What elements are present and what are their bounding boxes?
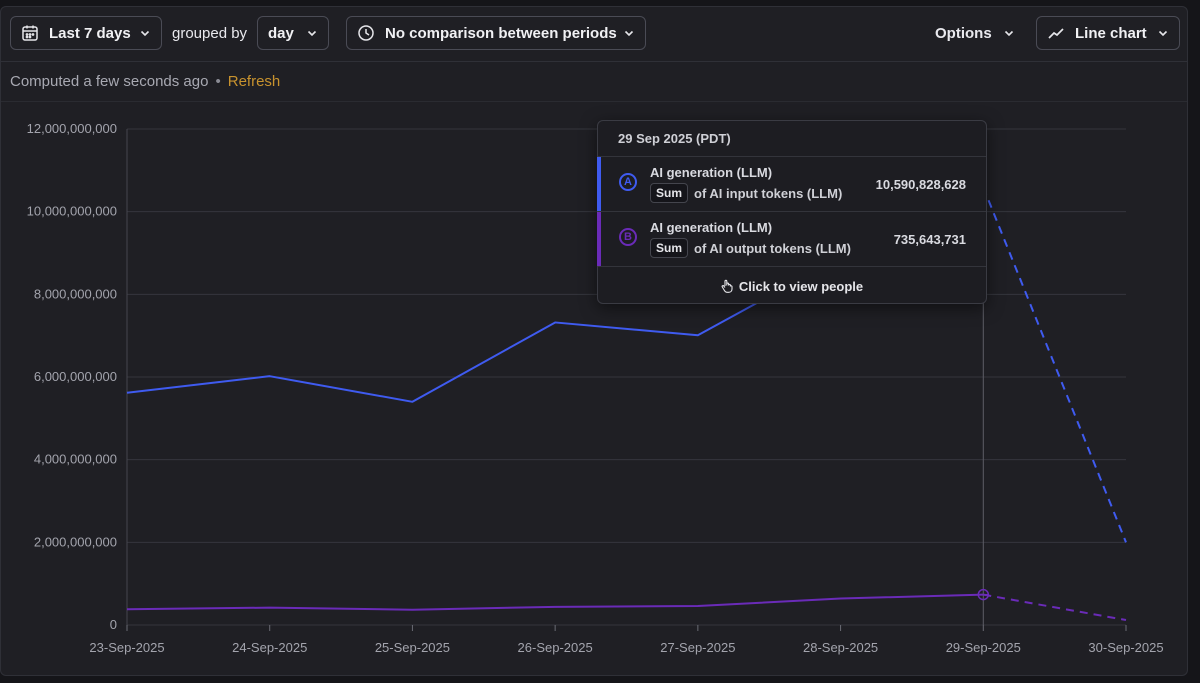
options-button[interactable]: Options — [935, 16, 1015, 50]
y-tick-label: 0 — [110, 617, 117, 632]
refresh-link[interactable]: Refresh — [227, 73, 281, 90]
series-b-agg: Sum — [650, 238, 689, 258]
chart-type-button[interactable]: Line chart — [1036, 16, 1180, 50]
chevron-down-icon — [306, 27, 318, 39]
computed-status: Computed a few seconds ago — [10, 73, 209, 90]
chart-type-label: Line chart — [1075, 24, 1147, 42]
series-b-event: AI generation (LLM) — [650, 220, 773, 235]
series-a-color-bar — [597, 157, 601, 211]
grouped-by-label: grouped by — [172, 24, 248, 42]
series-incomplete-line-a — [982, 186, 1127, 543]
clock-icon — [357, 24, 375, 42]
y-tick-label: 4,000,000,000 — [34, 452, 117, 467]
x-tick-label: 24-Sep-2025 — [232, 640, 307, 655]
y-tick-label: 2,000,000,000 — [34, 534, 117, 549]
toolbar: Last 7 days grouped by day No comparison… — [1, 7, 1187, 62]
x-tick-label: 29-Sep-2025 — [946, 640, 1021, 655]
x-tick-label: 30-Sep-2025 — [1088, 640, 1163, 655]
chevron-down-icon — [139, 27, 151, 39]
insight-panel: Last 7 days grouped by day No comparison… — [0, 6, 1188, 676]
series-incomplete-line-b — [983, 593, 1127, 622]
x-tick-label: 23-Sep-2025 — [89, 640, 164, 655]
x-tick-label: 25-Sep-2025 — [375, 640, 450, 655]
series-b-value: 735,643,731 — [893, 232, 966, 247]
line-chart-icon — [1047, 24, 1065, 42]
series-line-b — [126, 593, 984, 611]
series-a-agg: Sum — [650, 183, 689, 203]
series-a-badge: A — [619, 173, 637, 191]
series-b-badge: B — [619, 228, 637, 246]
series-a-value: 10,590,828,628 — [875, 177, 966, 192]
series-b-property: of AI output tokens (LLM) — [694, 240, 851, 256]
series-a-math: Sum of AI input tokens (LLM) — [650, 183, 842, 203]
series-b-color-bar — [597, 212, 601, 266]
tooltip-row-b: B AI generation (LLM) Sum of AI output t… — [597, 212, 986, 267]
chart-tooltip: 29 Sep 2025 (PDT) A AI generation (LLM) … — [597, 120, 987, 304]
comparison-button[interactable]: No comparison between periods — [346, 16, 646, 50]
y-tick-label: 8,000,000,000 — [34, 286, 117, 301]
status-bar: Computed a few seconds ago • Refresh — [1, 62, 1187, 102]
interval-button[interactable]: day — [257, 16, 329, 50]
date-range-button[interactable]: Last 7 days — [10, 16, 162, 50]
x-tick-label: 26-Sep-2025 — [518, 640, 593, 655]
chevron-down-icon — [1003, 27, 1015, 39]
series-a-property: of AI input tokens (LLM) — [694, 185, 843, 201]
chevron-down-icon — [1157, 27, 1169, 39]
tooltip-row-a: A AI generation (LLM) Sum of AI input to… — [597, 157, 986, 212]
status-separator: • — [215, 73, 221, 90]
y-tick-label: 6,000,000,000 — [34, 369, 117, 384]
y-tick-label: 10,000,000,000 — [27, 204, 117, 219]
chevron-down-icon — [623, 27, 635, 39]
y-tick-label: 12,000,000,000 — [27, 121, 117, 136]
view-people-label: Click to view people — [738, 278, 864, 294]
calendar-icon — [21, 24, 39, 42]
interval-label: day — [268, 24, 294, 42]
pointer-hand-icon — [721, 279, 733, 293]
view-people-button[interactable]: Click to view people — [598, 267, 986, 305]
options-label: Options — [935, 24, 992, 42]
x-tick-label: 28-Sep-2025 — [803, 640, 878, 655]
x-tick-label: 27-Sep-2025 — [660, 640, 735, 655]
series-b-math: Sum of AI output tokens (LLM) — [650, 238, 851, 258]
tooltip-date: 29 Sep 2025 (PDT) — [598, 121, 986, 157]
date-range-label: Last 7 days — [49, 24, 131, 42]
comparison-label: No comparison between periods — [385, 24, 617, 42]
series-a-event: AI generation (LLM) — [650, 165, 773, 180]
